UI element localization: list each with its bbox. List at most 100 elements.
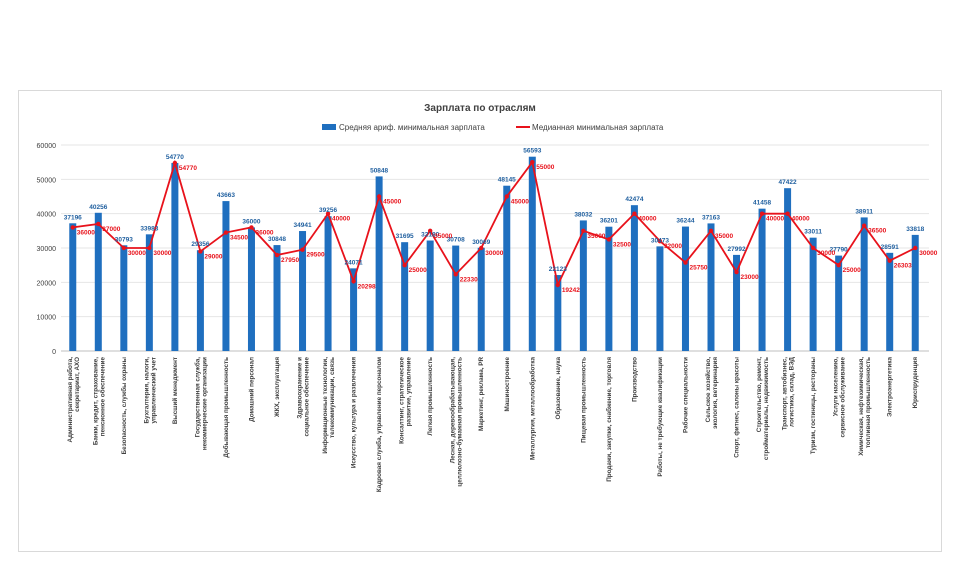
median-value-label: 55000 [536, 164, 554, 171]
bar [503, 185, 511, 351]
bar [605, 226, 613, 351]
y-tick-label: 40000 [37, 212, 57, 219]
y-tick-label: 10000 [37, 315, 57, 322]
legend-bar-label: Средняя ариф. минимальная зарплата [339, 123, 485, 132]
x-category-label: Юриспруденция [912, 357, 919, 409]
bar-value-label: 50848 [370, 167, 388, 174]
bar-value-label: 39256 [319, 207, 337, 214]
y-tick-label: 50000 [37, 177, 57, 184]
bar-value-label: 22123 [549, 266, 567, 273]
bar [528, 156, 536, 351]
bar [120, 245, 128, 351]
bar-value-label: 24071 [345, 259, 363, 266]
median-value-label: 40000 [332, 216, 350, 223]
median-value-label: 35000 [715, 233, 733, 240]
bar-value-label: 48145 [498, 177, 516, 184]
x-category-label: Добывающая промышленность [222, 357, 230, 458]
median-point [759, 211, 765, 216]
bar-value-label: 43663 [217, 192, 235, 199]
x-category-label: Домашний персонал [247, 357, 255, 422]
bar-value-label: 27790 [830, 247, 848, 254]
bar [375, 176, 383, 351]
bar [350, 268, 358, 351]
median-value-label: 23000 [741, 274, 759, 281]
median-value-label: 26303 [894, 263, 912, 270]
median-point [453, 272, 458, 277]
bar-value-label: 33011 [804, 229, 822, 236]
median-point [172, 160, 178, 166]
x-category-label: Услуги населению,сервисное обслуживание [833, 357, 847, 438]
median-point [351, 279, 356, 284]
x-category-label: ЖКХ, эксплуатация [274, 357, 281, 418]
median-value-label: 30000 [919, 250, 937, 257]
bar [758, 208, 766, 351]
bar-value-label: 37163 [702, 214, 720, 221]
bar [299, 231, 307, 351]
bar [247, 227, 255, 351]
median-value-label: 30000 [153, 250, 171, 257]
median-value-label: 36000 [255, 229, 273, 236]
bar-value-label: 47422 [779, 179, 797, 186]
median-point [70, 225, 75, 230]
x-category-label: Транспорт, автобизнес,логистика, склад, … [781, 356, 796, 430]
median-value-label: 30000 [817, 250, 835, 257]
bar-value-label: 30708 [447, 237, 465, 244]
median-point [708, 228, 714, 234]
median-value-label: 37000 [102, 226, 120, 233]
bar [630, 205, 638, 351]
x-category-label: Государственная служба,некоммерческие ор… [193, 357, 208, 450]
x-category-label: Химическая, нефтехимическая,топливная пр… [858, 357, 872, 456]
x-category-label: Банки, кредит, страхование,пенсионное об… [92, 357, 106, 446]
median-point [479, 245, 484, 251]
bar-value-label: 42474 [625, 196, 643, 203]
bar [681, 226, 689, 351]
median-point [249, 225, 254, 230]
median-point [887, 258, 892, 263]
median-point [861, 223, 867, 228]
bar-value-label: 31695 [396, 233, 414, 240]
median-value-label: 45000 [511, 199, 529, 206]
legend-bar-swatch [322, 124, 336, 130]
median-point [632, 211, 637, 216]
bar [196, 250, 204, 351]
median-point [683, 260, 688, 265]
x-category-label: Рабочие специальности [681, 357, 689, 433]
bar [477, 247, 485, 351]
x-category-label: Электроэнергетика [887, 357, 894, 417]
x-category-label: Туризм, гостиницы, рестораны [810, 357, 817, 454]
x-category-label: Строительство, ремонт,стройматериалы, не… [756, 357, 770, 460]
bar-value-label: 36244 [676, 218, 694, 225]
median-value-label: 45000 [383, 199, 401, 206]
bar-value-label: 30848 [268, 236, 286, 243]
x-category-label: Здравоохранение исоциальное обеспечение [297, 357, 311, 437]
bar [222, 201, 230, 351]
bar-value-label: 30473 [651, 237, 669, 244]
x-category-label: Легкая промышленность [427, 357, 434, 436]
bar [324, 216, 332, 351]
median-value-label: 22330 [460, 276, 478, 283]
x-category-label: Продажи, закупки, снабжение, торговля [605, 357, 613, 482]
bar-value-label: 37196 [64, 214, 82, 221]
x-category-label: Спорт, фитнес, салоны красоты [734, 357, 741, 458]
bar-value-label: 33818 [906, 226, 924, 233]
x-category-label: Бухгалтерия, налоги,управленческий учет [143, 357, 157, 424]
median-value-label: 34500 [230, 235, 248, 242]
y-tick-label: 20000 [37, 280, 57, 287]
bar-value-label: 36201 [600, 218, 618, 225]
bar [886, 252, 894, 351]
bar [860, 217, 868, 351]
median-value-label: 36000 [77, 229, 95, 236]
bar-value-label: 38911 [855, 208, 873, 215]
median-point [555, 282, 561, 288]
bar [835, 255, 843, 351]
x-category-label: Работы, не требующие квалификации [656, 357, 664, 477]
x-category-label: Кадровая служба, управление персоналом [375, 357, 383, 492]
x-category-label: Сельское хозяйство,экология, ветеринария [704, 357, 719, 429]
bar-value-label: 32180 [421, 232, 439, 239]
median-point [121, 245, 127, 251]
median-point [785, 211, 790, 216]
bar [401, 242, 409, 351]
bar-value-label: 36000 [242, 218, 260, 225]
bar-value-label: 41458 [753, 200, 771, 207]
x-category-label: Информационные технологии,телекоммуникац… [322, 357, 336, 454]
